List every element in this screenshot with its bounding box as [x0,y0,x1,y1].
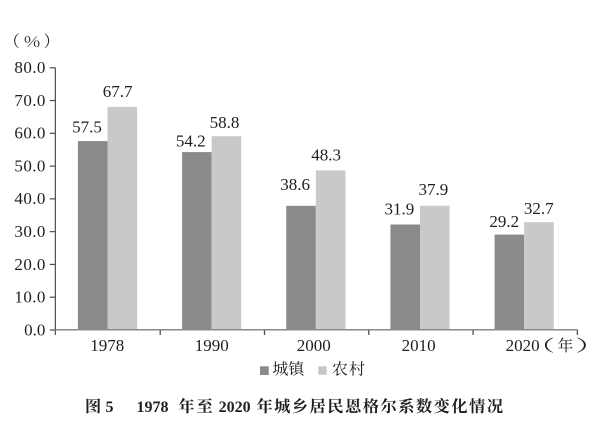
svg-text:29.2: 29.2 [489,212,519,231]
svg-text:48.3: 48.3 [311,146,341,165]
svg-text:10.0: 10.0 [14,288,45,307]
svg-text:1990: 1990 [195,336,229,355]
svg-text:57.5: 57.5 [72,118,102,137]
svg-text:1978: 1978 [90,336,124,355]
svg-text:70.0: 70.0 [14,91,45,110]
svg-text:20.0: 20.0 [14,255,45,274]
svg-text:2010: 2010 [402,336,436,355]
svg-text:37.9: 37.9 [418,180,448,199]
svg-text:0.0: 0.0 [24,320,45,339]
svg-text:2000: 2000 [297,336,331,355]
svg-text:32.7: 32.7 [524,199,554,218]
svg-text:38.6: 38.6 [280,175,310,194]
svg-text:67.7: 67.7 [103,82,133,101]
svg-text:30.0: 30.0 [14,222,45,241]
svg-text:80.0: 80.0 [14,58,45,77]
svg-text:58.8: 58.8 [210,113,240,132]
svg-text:40.0: 40.0 [14,189,45,208]
svg-text:31.9: 31.9 [384,199,414,218]
svg-text:60.0: 60.0 [14,124,45,143]
svg-text:5: 5 [106,399,114,416]
svg-text:2020: 2020 [219,399,251,416]
svg-text:54.2: 54.2 [176,132,206,151]
svg-text:2020: 2020 [506,336,540,355]
svg-text:50.0: 50.0 [14,156,45,175]
svg-text:1978: 1978 [137,399,169,416]
